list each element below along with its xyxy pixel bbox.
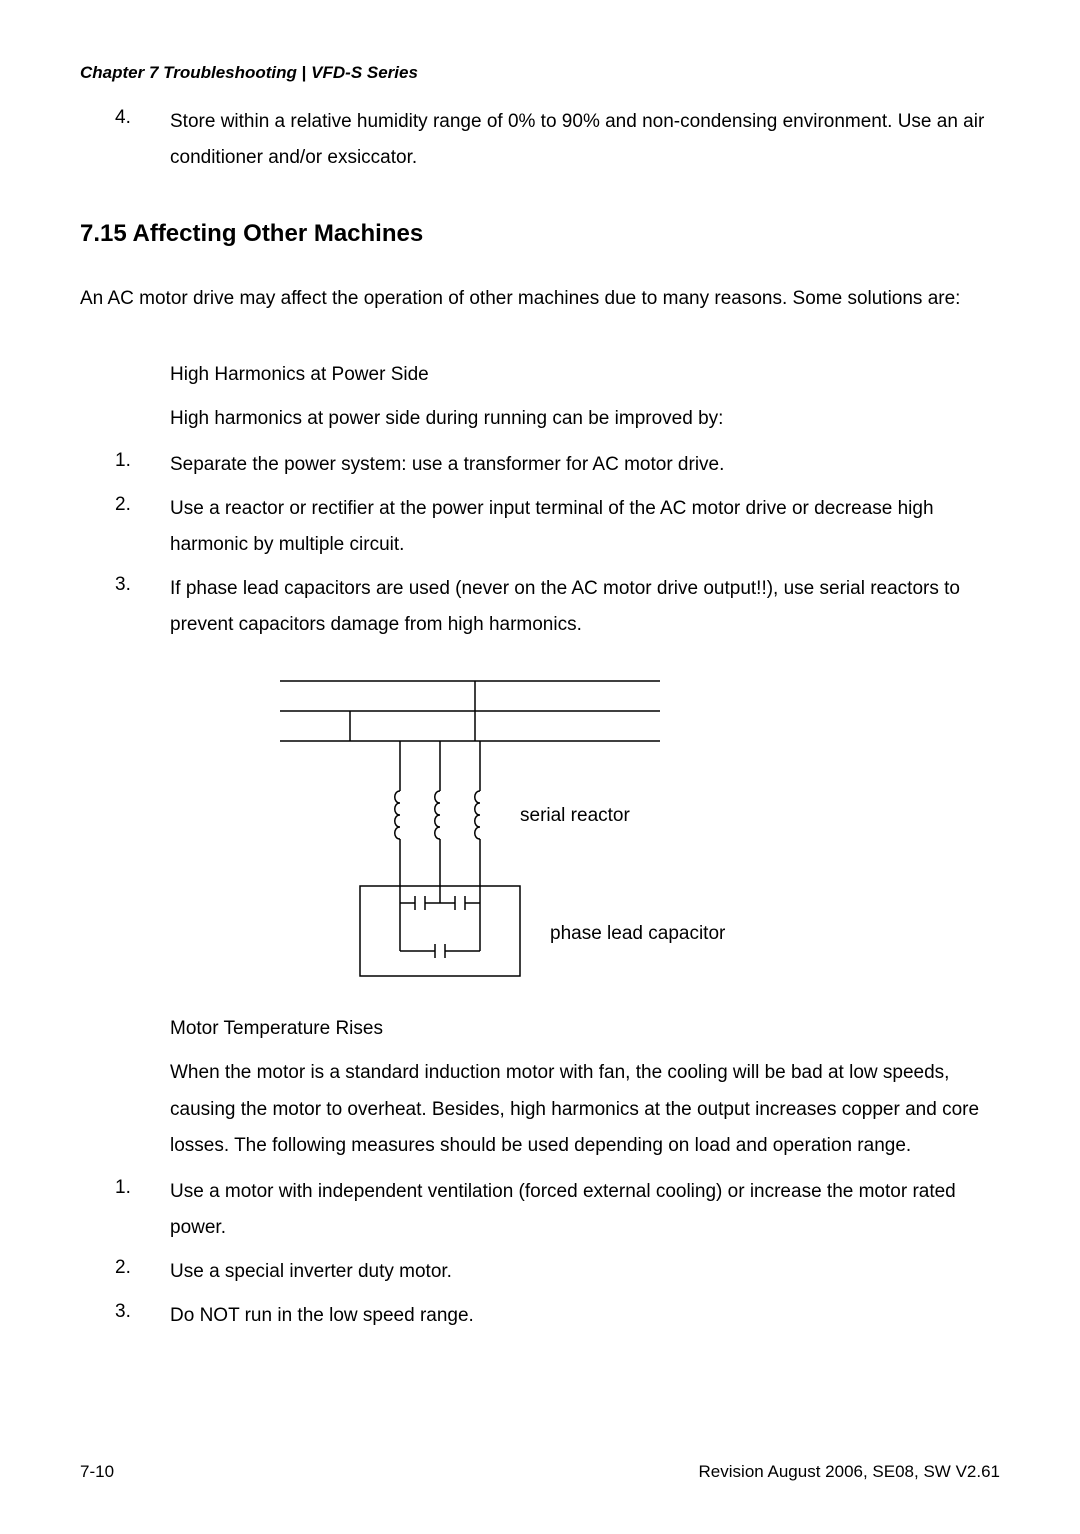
mt-list-item-1: 1. Use a motor with independent ventilat… (80, 1174, 1000, 1246)
hh-list-item-1: 1. Separate the power system: use a tran… (80, 447, 1000, 483)
revision-text: Revision August 2006, SE08, SW V2.61 (699, 1459, 1000, 1485)
list-number: 3. (115, 1298, 170, 1334)
section-title: 7.15 Affecting Other Machines (80, 216, 1000, 252)
mt-list-item-2: 2. Use a special inverter duty motor. (80, 1254, 1000, 1290)
serial-reactor-diagram-svg: serial reactor phase lead capacitor (260, 671, 820, 981)
diagram-label-phase-lead-capacitor: phase lead capacitor (550, 923, 726, 944)
list-text: Use a reactor or rectifier at the power … (170, 491, 1000, 563)
header-chapter: Chapter 7 Troubleshooting (80, 63, 297, 82)
motor-temp-heading: Motor Temperature Rises (170, 1011, 1000, 1047)
list-text: Use a special inverter duty motor. (170, 1254, 1000, 1290)
page-number: 7-10 (80, 1459, 114, 1485)
diagram-label-serial-reactor: serial reactor (520, 805, 630, 826)
list-number: 1. (115, 447, 170, 483)
header-series: VFD-S Series (311, 63, 418, 82)
circuit-diagram: serial reactor phase lead capacitor (80, 671, 1000, 981)
page-header: Chapter 7 Troubleshooting | VFD-S Series (80, 60, 1000, 86)
list-number: 3. (115, 571, 170, 643)
motor-temp-block: Motor Temperature Rises When the motor i… (80, 1011, 1000, 1163)
list-text: Store within a relative humidity range o… (170, 104, 1000, 176)
mt-list-item-3: 3. Do NOT run in the low speed range. (80, 1298, 1000, 1334)
list-number: 1. (115, 1174, 170, 1246)
list-text: If phase lead capacitors are used (never… (170, 571, 1000, 643)
top-list-item: 4. Store within a relative humidity rang… (80, 104, 1000, 176)
motor-temp-description: When the motor is a standard induction m… (170, 1055, 1000, 1163)
header-separator: | (302, 63, 307, 82)
high-harmonics-heading: High Harmonics at Power Side (170, 357, 1000, 393)
list-number: 2. (115, 491, 170, 563)
section-intro: An AC motor drive may affect the operati… (80, 280, 1000, 317)
list-text: Use a motor with independent ventilation… (170, 1174, 1000, 1246)
list-text: Do NOT run in the low speed range. (170, 1298, 1000, 1334)
hh-list-item-2: 2. Use a reactor or rectifier at the pow… (80, 491, 1000, 563)
high-harmonics-block: High Harmonics at Power Side High harmon… (80, 357, 1000, 437)
list-number: 2. (115, 1254, 170, 1290)
list-text: Separate the power system: use a transfo… (170, 447, 1000, 483)
hh-list-item-3: 3. If phase lead capacitors are used (ne… (80, 571, 1000, 643)
list-number: 4. (115, 104, 170, 176)
page-footer: 7-10 Revision August 2006, SE08, SW V2.6… (80, 1459, 1000, 1485)
high-harmonics-description: High harmonics at power side during runn… (170, 401, 1000, 437)
